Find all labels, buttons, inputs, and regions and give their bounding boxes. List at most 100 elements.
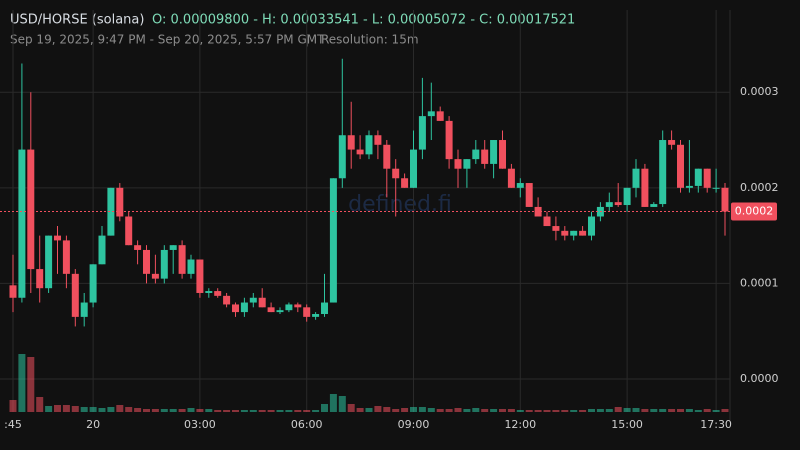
volume-bar <box>205 409 213 412</box>
volume-bar <box>347 404 355 412</box>
candle-body <box>329 178 337 303</box>
candle-body <box>507 168 515 188</box>
candle-body <box>312 314 320 317</box>
y-tick-label: 0.0002 <box>740 181 779 194</box>
volume-bar <box>543 410 551 412</box>
volume-bar <box>694 410 702 412</box>
candle-body <box>54 235 61 241</box>
volume-bar <box>134 408 142 412</box>
ohlc-summary: O: 0.00009800 - H: 0.00033541 - L: 0.000… <box>152 13 575 28</box>
volume-bar <box>401 408 409 412</box>
x-tick-label: 15:00 <box>611 418 643 431</box>
candle-body <box>623 187 631 206</box>
volume-bar <box>143 409 150 412</box>
volume-bar <box>561 410 569 412</box>
candle-body <box>303 307 311 317</box>
volume-bar <box>605 409 613 412</box>
volume-bar <box>659 409 667 412</box>
candle-body <box>276 310 284 313</box>
candle-body <box>232 304 239 313</box>
candle-body <box>98 235 106 265</box>
volume-bar <box>27 357 35 412</box>
volume-bar <box>392 409 400 412</box>
volume-bar <box>116 405 124 412</box>
candle-body <box>45 235 53 289</box>
volume-bar <box>338 396 346 412</box>
candle-body <box>588 216 595 236</box>
candle-body <box>267 307 275 313</box>
volume-bar <box>151 409 159 412</box>
volume-bar <box>178 409 186 412</box>
candle-body <box>36 269 44 289</box>
volume-bar <box>276 410 284 412</box>
volume-bar <box>712 410 720 412</box>
volume-bar <box>187 408 195 412</box>
volume-bar <box>410 407 417 412</box>
candle-body <box>80 302 88 317</box>
candle-body <box>668 140 676 145</box>
volume-bar <box>481 409 489 412</box>
volume-bar <box>685 409 693 412</box>
candle-body <box>285 304 293 311</box>
volume-bar <box>54 405 61 412</box>
candle-body <box>107 187 115 236</box>
candle-body <box>472 149 480 160</box>
candle-body <box>89 264 97 303</box>
candle-body <box>116 187 124 217</box>
candle-body <box>454 159 462 169</box>
candle-body <box>605 202 613 207</box>
volume-bar <box>303 410 311 412</box>
candle-body <box>418 116 426 150</box>
candle-body <box>641 168 649 207</box>
candle-body <box>223 295 231 305</box>
volume-bar <box>650 409 658 412</box>
resolution: Resolution: 15m <box>321 33 419 47</box>
volume-bar <box>579 410 587 412</box>
volume-bar <box>71 406 79 412</box>
volume-bar <box>18 354 26 412</box>
candle-body <box>187 259 195 274</box>
candle-body <box>383 144 391 169</box>
candle-body <box>9 285 17 298</box>
x-tick-label: 17:30 <box>700 418 732 431</box>
last-price-label: 0.0002 <box>735 205 774 218</box>
candle-body <box>481 149 489 164</box>
last-price-box <box>731 202 777 221</box>
volume-bar <box>232 410 239 412</box>
volume-bar <box>125 407 133 412</box>
candle-body <box>125 216 133 246</box>
candle-body <box>169 245 177 250</box>
candle-body <box>516 183 524 188</box>
volume-bar <box>62 405 70 412</box>
candle-body <box>321 302 328 315</box>
candle-body <box>490 140 498 164</box>
candle-body <box>258 297 266 308</box>
candle-body <box>552 226 560 231</box>
volume-bar <box>427 408 435 412</box>
candle-body <box>62 240 70 274</box>
candle-body <box>632 168 640 188</box>
candle-body <box>178 245 186 274</box>
volume-bar <box>525 410 533 412</box>
volume-bar <box>436 409 444 412</box>
volume-bar <box>36 397 44 412</box>
volume-bar <box>721 409 729 412</box>
volume-bar <box>703 409 711 412</box>
candle-body <box>561 230 569 236</box>
volume-bar <box>490 409 498 412</box>
volume-bar <box>454 408 462 412</box>
volume-bar <box>98 408 106 412</box>
volume-bar <box>258 410 266 412</box>
volume-bar <box>267 410 275 412</box>
volume-bar <box>365 408 373 412</box>
candle-body <box>677 144 684 188</box>
volume-bar <box>596 409 604 412</box>
volume-bar <box>240 410 248 412</box>
volume-bar <box>312 410 320 412</box>
candle-body <box>338 135 346 179</box>
volume-bar <box>614 407 622 412</box>
volume-bar <box>329 394 337 412</box>
volume-bar <box>196 409 204 412</box>
volume-bar <box>472 408 480 412</box>
